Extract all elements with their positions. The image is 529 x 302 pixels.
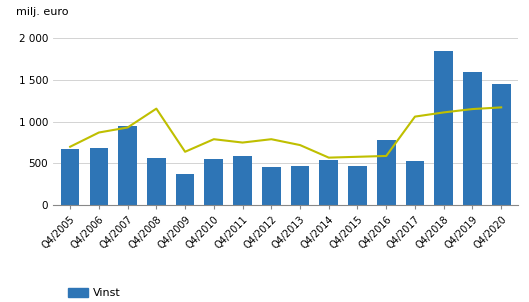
Bar (492, 84, 510, 205)
Finansnetto (441, 111, 447, 114)
Finansnetto (412, 115, 418, 118)
Text: milj. euro: milj. euro (16, 8, 68, 18)
Finansnetto (211, 137, 217, 141)
Bar (147, 159, 166, 205)
Legend: Vinst, Finansnetto: Vinst, Finansnetto (68, 288, 159, 302)
Finansnetto (153, 107, 160, 111)
Finansnetto (124, 126, 131, 129)
Finansnetto (182, 150, 188, 154)
Line: Finansnetto: Finansnetto (70, 108, 501, 158)
Bar (406, 161, 424, 205)
Bar (320, 160, 338, 205)
Bar (89, 148, 108, 205)
Bar (348, 166, 367, 205)
Finansnetto (325, 156, 332, 159)
Bar (205, 159, 223, 205)
Finansnetto (96, 131, 102, 134)
Finansnetto (383, 154, 389, 158)
Bar (176, 174, 195, 205)
Finansnetto (469, 107, 476, 111)
Bar (291, 166, 309, 205)
Finansnetto (240, 141, 246, 144)
Bar (262, 167, 280, 205)
Bar (118, 126, 137, 205)
Finansnetto (297, 143, 303, 147)
Bar (233, 156, 252, 205)
Finansnetto (268, 137, 275, 141)
Finansnetto (67, 145, 74, 149)
Finansnetto (498, 106, 504, 109)
Finansnetto (354, 155, 361, 159)
Bar (434, 51, 453, 205)
Bar (377, 140, 396, 205)
Bar (463, 72, 482, 205)
Bar (61, 149, 79, 205)
